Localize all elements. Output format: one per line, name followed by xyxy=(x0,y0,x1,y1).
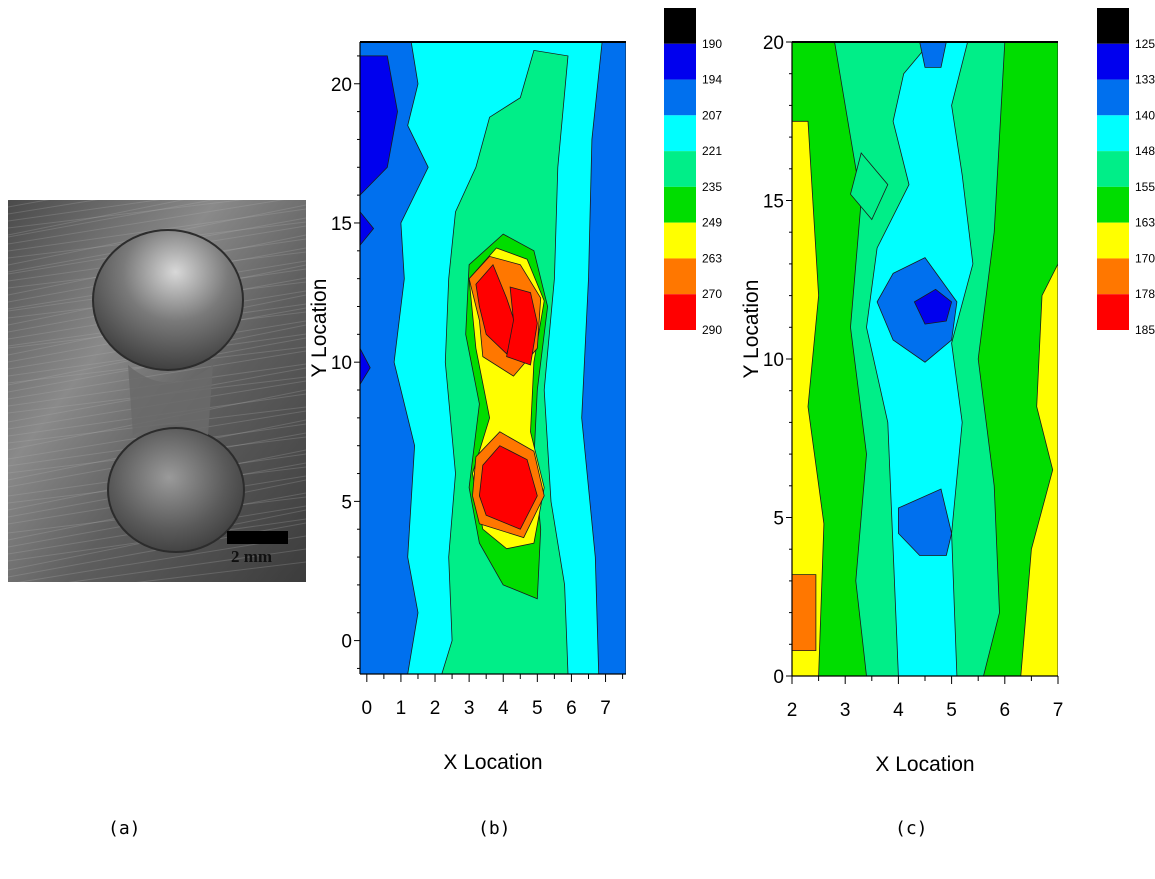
y-tick-label: 20 xyxy=(331,75,352,96)
weld-photo-image xyxy=(8,200,306,582)
contour-map-b xyxy=(360,42,626,674)
y-axis-label: Y Location xyxy=(308,279,331,378)
contour-band-11 xyxy=(913,288,953,325)
y-tick-label: 0 xyxy=(341,632,352,653)
x-tick-label: 4 xyxy=(893,700,904,721)
legend-swatch xyxy=(1097,43,1129,80)
x-tick-label: 5 xyxy=(532,698,543,719)
x-tick-label: 7 xyxy=(1053,700,1064,721)
legend-level-label: 185 xyxy=(1135,323,1155,337)
legend-swatch xyxy=(664,294,696,330)
legend-level-label: 190 xyxy=(702,37,722,51)
contour-band-3 xyxy=(360,211,375,246)
contour-map-c xyxy=(792,42,1058,676)
legend-swatch xyxy=(664,258,696,295)
x-tick-label: 3 xyxy=(840,700,851,721)
legend-level-label: 270 xyxy=(702,287,722,301)
y-tick-label: 15 xyxy=(763,192,784,213)
chart-b: 0 1 2 3 4 5 6 7 0 5 10 15 20 X Location Y Location 190… xyxy=(308,8,722,774)
legend-level-label: 125 xyxy=(1135,37,1155,51)
contour-band-2 xyxy=(360,55,398,196)
contour-band-9 xyxy=(898,488,953,556)
chart-c: 2 3 4 5 6 7 0 5 10 15 20 X Location Y Location 125 13… xyxy=(740,8,1155,776)
axes-b: 0 1 2 3 4 5 6 7 0 5 10 15 20 X Location Y Location xyxy=(308,41,626,774)
legend-b: 190 194 207 221 235 249 263 270 290 xyxy=(664,8,722,337)
y-tick-label: 15 xyxy=(331,214,352,235)
x-tick-label: 5 xyxy=(946,700,957,721)
y-tick-label: 5 xyxy=(773,509,784,530)
y-tick-label: 20 xyxy=(763,33,784,54)
legend-swatch xyxy=(664,186,696,223)
scale-bar-label: 2 mm xyxy=(231,547,273,566)
legend-level-label: 221 xyxy=(702,144,722,158)
contour-band-4 xyxy=(792,574,817,651)
contour-band-10 xyxy=(919,42,947,68)
scale-bar xyxy=(227,531,288,544)
legend-level-label: 163 xyxy=(1135,216,1155,230)
legend-level-label: 133 xyxy=(1135,73,1155,87)
contour-band-13 xyxy=(478,445,538,530)
x-axis-label: X Location xyxy=(875,753,974,776)
legend-swatch xyxy=(1097,258,1129,295)
legend-swatch xyxy=(1097,186,1129,223)
contour-band-2 xyxy=(792,120,825,676)
legend-swatch xyxy=(664,115,696,152)
caption-a: (a) xyxy=(108,818,141,839)
x-tick-label: 7 xyxy=(600,698,611,719)
contour-band-8 xyxy=(876,257,958,363)
y-tick-label: 0 xyxy=(773,667,784,688)
y-tick-label: 10 xyxy=(763,350,784,371)
legend-swatch xyxy=(664,43,696,80)
contour-band-12 xyxy=(506,286,538,366)
legend-swatch xyxy=(664,151,696,187)
legend-level-label: 148 xyxy=(1135,144,1155,158)
legend-swatch xyxy=(664,8,696,44)
legend-level-label: 235 xyxy=(702,180,722,194)
legend-level-label: 140 xyxy=(1135,108,1155,122)
legend-level-label: 178 xyxy=(1135,287,1155,301)
legend-level-label: 207 xyxy=(702,108,722,122)
x-tick-label: 1 xyxy=(396,698,407,719)
caption-b: (b) xyxy=(478,818,511,839)
legend-swatch xyxy=(664,222,696,259)
legend-level-label: 170 xyxy=(1135,251,1155,265)
legend-swatch xyxy=(664,79,696,116)
axes-c: 2 3 4 5 6 7 0 5 10 15 20 X Location Y Location xyxy=(740,33,1063,776)
x-tick-label: 6 xyxy=(566,698,577,719)
x-tick-label: 3 xyxy=(464,698,475,719)
y-tick-label: 10 xyxy=(331,353,352,374)
x-tick-label: 6 xyxy=(1000,700,1011,721)
x-tick-label: 2 xyxy=(430,698,441,719)
legend-level-label: 290 xyxy=(702,323,722,337)
legend-swatch xyxy=(1097,8,1129,44)
legend-level-label: 249 xyxy=(702,216,722,230)
legend-swatch xyxy=(1097,115,1129,152)
legend-level-label: 194 xyxy=(702,73,722,87)
contour-band-3 xyxy=(1020,263,1058,676)
y-tick-label: 5 xyxy=(341,492,352,513)
legend-swatch xyxy=(1097,294,1129,330)
legend-level-label: 155 xyxy=(1135,180,1155,194)
legend-c: 125 133 140 148 155 163 170 178 185 xyxy=(1097,8,1155,337)
x-axis-label: X Location xyxy=(443,751,542,774)
legend-swatch xyxy=(1097,151,1129,187)
x-tick-label: 0 xyxy=(362,698,373,719)
x-tick-label: 2 xyxy=(787,700,798,721)
contour-band-6 xyxy=(850,152,889,221)
legend-swatch xyxy=(1097,222,1129,259)
y-axis-label: Y Location xyxy=(740,280,763,379)
legend-swatch xyxy=(1097,79,1129,116)
weld-photo xyxy=(8,200,306,582)
legend-level-label: 263 xyxy=(702,251,722,265)
caption-c: (c) xyxy=(895,818,928,839)
contour-band-4 xyxy=(360,348,371,386)
x-tick-label: 4 xyxy=(498,698,509,719)
